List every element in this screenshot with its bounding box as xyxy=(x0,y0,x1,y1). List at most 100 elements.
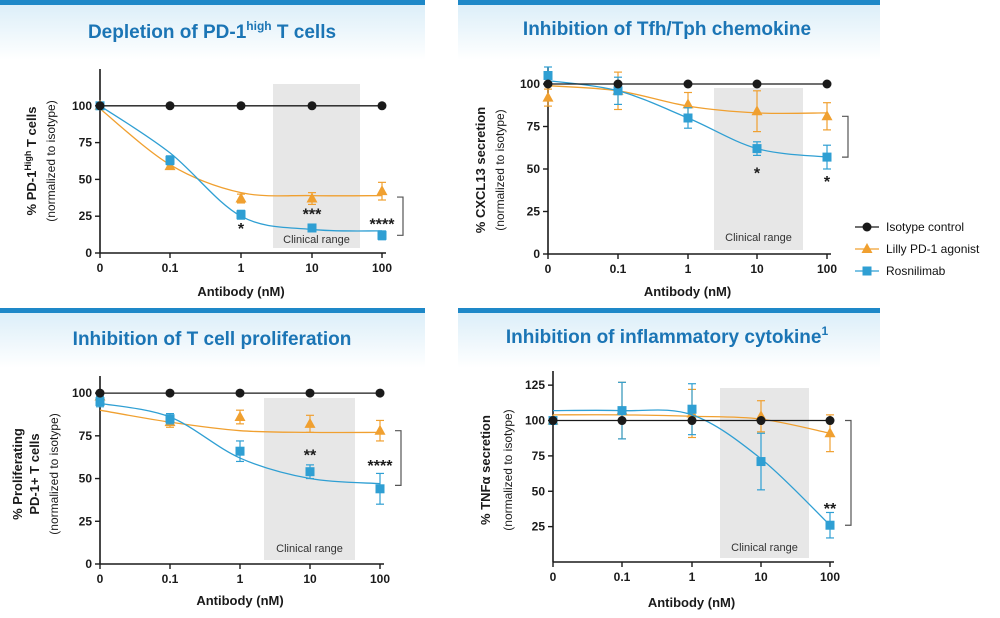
y-tick-label: 75 xyxy=(79,136,93,150)
x-tick-label: 1 xyxy=(689,570,696,584)
data-point-rosnilimab xyxy=(683,113,693,123)
y-axis-label-line2: PD-1+ T cells xyxy=(27,433,42,514)
data-point-lilly xyxy=(824,427,836,438)
x-axis-label: Antibody (nM) xyxy=(648,595,735,610)
y-axis-label: % TNFα secretion xyxy=(478,415,493,525)
x-tick-label: 100 xyxy=(372,261,392,275)
data-point-rosnilimab xyxy=(375,484,385,494)
clinical-range-label: Clinical range xyxy=(283,234,350,246)
legend-label: Lilly PD-1 agonist xyxy=(886,242,980,256)
chart-panel-1: Depletion of PD-1high T cells Clinical ra… xyxy=(0,0,425,299)
panel-accent-bar xyxy=(0,308,425,313)
data-point-rosnilimab xyxy=(756,457,766,467)
data-point-lilly xyxy=(235,192,247,203)
chart-title-main: Inhibition of inflammatory cytokine xyxy=(506,327,822,348)
data-point-rosnilimab xyxy=(235,446,245,456)
y-axis-sublabel: (normalized to isotype) xyxy=(44,100,58,221)
series-isotype xyxy=(95,101,387,111)
x-tick-label: 1 xyxy=(237,572,244,586)
y-tick-label: 100 xyxy=(520,77,540,91)
y-axis-sublabel: (normalized to isotype) xyxy=(47,413,61,534)
series-isotype xyxy=(95,388,385,398)
data-point-rosnilimab xyxy=(307,223,317,233)
data-point-rosnilimab xyxy=(752,144,762,154)
y-tick-label: 75 xyxy=(532,449,546,463)
comparison-bracket xyxy=(845,419,852,526)
y-axis-label-main: % CXCL13 secretion xyxy=(473,107,488,233)
clinical-range-band xyxy=(273,84,360,248)
clinical-range-label: Clinical range xyxy=(725,232,792,244)
data-point-isotype xyxy=(543,79,553,89)
chart-title-end: T cells xyxy=(272,22,336,43)
chart-panel-4: Inhibition of inflammatory cytokine1Clin… xyxy=(458,308,880,610)
y-tick-label: 0 xyxy=(85,557,92,571)
chart-title-main: Depletion of PD-1 xyxy=(88,22,247,43)
x-tick-label: 10 xyxy=(303,572,317,586)
data-point-isotype xyxy=(825,416,835,426)
y-tick-label: 75 xyxy=(79,429,93,443)
clinical-range-label: Clinical range xyxy=(731,542,798,554)
significance-annotation: * xyxy=(824,174,831,191)
data-point-lilly xyxy=(374,424,386,435)
data-point-isotype xyxy=(95,388,105,398)
series-rosnilimab xyxy=(95,395,385,505)
significance-annotation: * xyxy=(754,165,761,182)
y-axis-label-end: T cells xyxy=(24,107,39,151)
y-axis-sublabel: (normalized to isotype) xyxy=(493,109,507,230)
legend-item-lilly: Lilly PD-1 agonist xyxy=(855,242,980,256)
y-tick-label: 50 xyxy=(79,472,93,486)
legend-label: Rosnilimab xyxy=(886,264,946,278)
y-tick-label: 100 xyxy=(72,386,92,400)
data-point-isotype xyxy=(683,79,693,89)
data-point-lilly xyxy=(304,417,316,428)
data-point-lilly xyxy=(751,105,763,116)
data-point-rosnilimab xyxy=(822,152,832,162)
legend-item-isotype: Isotype control xyxy=(855,220,964,234)
x-axis-label: Antibody (nM) xyxy=(196,593,283,608)
significance-annotation: ** xyxy=(824,501,837,518)
significance-annotation: *** xyxy=(303,206,322,223)
panel-header-bg xyxy=(0,308,425,368)
legend-label: Isotype control xyxy=(886,220,964,234)
chart-title: Inhibition of Tfh/Tph chemokine xyxy=(523,19,811,40)
data-point-isotype xyxy=(165,101,175,111)
data-point-isotype xyxy=(95,101,105,111)
panel-header-bg xyxy=(458,0,880,60)
panel-header-bg xyxy=(0,0,425,60)
x-tick-label: 0 xyxy=(550,570,557,584)
y-axis-label-main: % PD-1 xyxy=(24,171,39,216)
data-point-rosnilimab xyxy=(377,230,387,240)
comparison-bracket xyxy=(395,430,402,486)
data-point-isotype xyxy=(617,416,627,426)
data-point-isotype xyxy=(375,388,385,398)
series-rosnilimab xyxy=(95,101,387,241)
legend-marker-square xyxy=(862,266,872,276)
x-axis-label: Antibody (nM) xyxy=(644,284,731,299)
x-tick-label: 100 xyxy=(370,572,390,586)
data-point-isotype xyxy=(236,101,246,111)
panel-accent-bar xyxy=(458,308,880,313)
panels-group: Depletion of PD-1high T cells Clinical ra… xyxy=(0,0,880,610)
data-point-lilly xyxy=(376,185,388,196)
comparison-bracket xyxy=(842,115,849,158)
data-point-isotype xyxy=(165,388,175,398)
data-point-rosnilimab xyxy=(543,71,553,80)
x-tick-label: 10 xyxy=(750,262,764,276)
data-point-isotype xyxy=(687,416,697,426)
significance-annotation: ** xyxy=(304,448,317,465)
legend-marker-triangle xyxy=(861,243,873,253)
panel-header-bg xyxy=(458,308,880,368)
y-axis-label-main: % TNFα secretion xyxy=(478,415,493,525)
comparison-bracket xyxy=(397,196,404,236)
x-tick-label: 100 xyxy=(817,262,837,276)
chart-title-sup: 1 xyxy=(821,324,828,338)
series-isotype xyxy=(543,79,832,89)
x-tick-label: 10 xyxy=(754,570,768,584)
panel-accent-bar xyxy=(0,0,425,5)
x-tick-label: 10 xyxy=(305,261,319,275)
y-axis-label: % CXCL13 secretion xyxy=(473,107,488,233)
data-point-rosnilimab xyxy=(687,404,697,414)
x-tick-label: 0.1 xyxy=(614,570,631,584)
data-point-lilly xyxy=(821,110,833,121)
